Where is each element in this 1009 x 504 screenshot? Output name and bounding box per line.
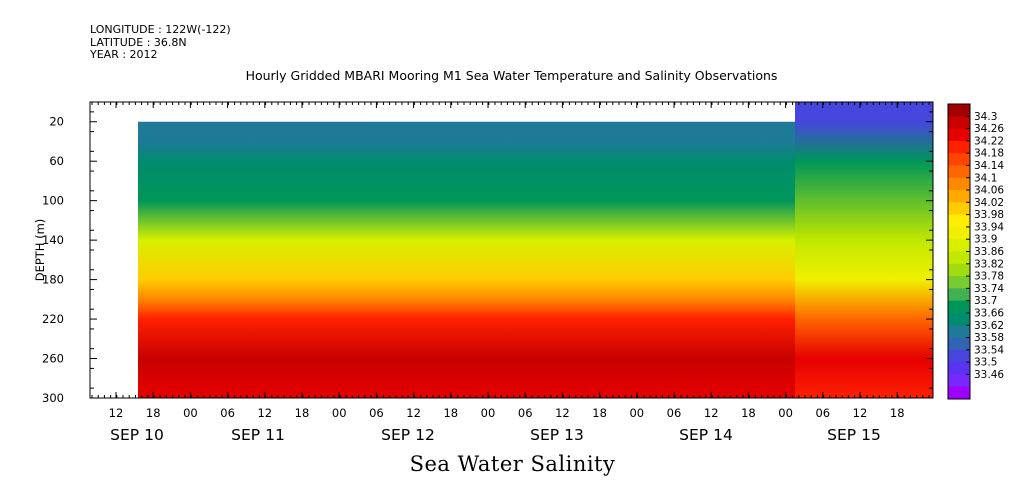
colorbar-swatch <box>948 362 970 375</box>
y-tick-label: 100 <box>42 194 64 208</box>
colorbar-swatch <box>948 386 970 400</box>
colorbar-level-label: 33.62 <box>974 320 1004 332</box>
colorbar-swatch <box>948 239 970 252</box>
colorbar-swatch <box>948 140 970 154</box>
colorbar-swatch <box>948 337 970 351</box>
colorbar-level-label: 34.22 <box>974 135 1004 147</box>
y-tick-label: 20 <box>49 115 64 129</box>
x-hour-tick-label: 18 <box>592 406 607 420</box>
colorbar-level-label: 33.54 <box>974 344 1004 356</box>
colorbar-level-label: 33.58 <box>974 332 1004 344</box>
colorbar-level-label: 33.98 <box>974 209 1004 221</box>
colorbar-level-label: 33.94 <box>974 221 1004 233</box>
colorbar-level-label: 33.74 <box>974 283 1004 295</box>
x-day-label: SEP 13 <box>530 426 584 444</box>
colorbar-swatch <box>948 325 970 339</box>
colorbar-level-label: 34.26 <box>974 123 1004 135</box>
y-tick-label: 140 <box>42 233 64 247</box>
colorbar-level-label: 33.46 <box>974 369 1004 381</box>
colorbar-level-label: 34.14 <box>974 160 1004 172</box>
y-axis-title: DEPTH (m) <box>33 219 47 282</box>
colorbar-level-label: 34.3 <box>974 111 997 123</box>
colorbar-swatch <box>948 300 970 314</box>
x-hour-tick-label: 12 <box>109 406 124 420</box>
x-hour-tick-label: 18 <box>741 406 756 420</box>
colorbar-swatch <box>948 214 970 228</box>
x-day-label: SEP 14 <box>679 426 733 444</box>
x-hour-tick-label: 12 <box>555 406 570 420</box>
colorbar-swatch <box>948 153 970 166</box>
y-tick-label: 260 <box>42 352 64 366</box>
x-hour-tick-label: 00 <box>629 406 644 420</box>
colorbar-swatch <box>948 177 970 191</box>
colorbar-level-label: 34.02 <box>974 197 1004 209</box>
longitude-label: LONGITUDE : 122W(-122) <box>90 23 231 36</box>
x-axis-title: Sea Water Salinity <box>409 452 616 476</box>
y-tick-label: 60 <box>49 154 64 168</box>
salinity-field-sep15 <box>795 102 933 398</box>
x-hour-tick-label: 18 <box>295 406 310 420</box>
x-hour-tick-label: 00 <box>183 406 198 420</box>
colorbar-level-label: 33.82 <box>974 258 1004 270</box>
x-hour-tick-label: 06 <box>220 406 235 420</box>
year-label: YEAR : 2012 <box>90 48 158 61</box>
x-hour-tick-label: 06 <box>667 406 682 420</box>
colorbar-level-label: 33.86 <box>974 246 1004 258</box>
colorbar-level-label: 34.18 <box>974 148 1004 160</box>
colorbar-level-label: 33.66 <box>974 307 1004 319</box>
latitude-label: LATITUDE : 36.8N <box>90 35 187 49</box>
colorbar-swatch <box>948 226 970 240</box>
x-hour-tick-label: 12 <box>406 406 421 420</box>
colorbar-swatch <box>948 312 970 326</box>
x-day-label: SEP 11 <box>231 426 285 444</box>
colorbar-swatch <box>948 116 970 130</box>
x-hour-tick-label: 18 <box>890 406 905 420</box>
colorbar-level-label: 33.78 <box>974 271 1004 283</box>
x-day-label: SEP 12 <box>381 426 435 444</box>
x-hour-tick-label: 00 <box>481 406 496 420</box>
colorbar-swatch <box>948 349 970 363</box>
chart-title: Hourly Gridded MBARI Mooring M1 Sea Wate… <box>245 68 778 83</box>
colorbar-swatch <box>948 263 970 277</box>
colorbar-swatch <box>948 104 970 117</box>
x-hour-tick-label: 18 <box>443 406 458 420</box>
colorbar-level-label: 33.9 <box>974 234 997 246</box>
colorbar-swatch <box>948 251 970 265</box>
x-hour-tick-label: 12 <box>853 406 868 420</box>
x-hour-tick-label: 18 <box>146 406 161 420</box>
x-hour-tick-label: 00 <box>778 406 793 420</box>
colorbar-level-label: 34.1 <box>974 172 997 184</box>
colorbar-swatch <box>948 190 970 203</box>
location-metadata: LONGITUDE : 122W(-122) LATITUDE : 36.8N … <box>90 23 231 62</box>
x-hour-tick-label: 00 <box>332 406 347 420</box>
colorbar-swatch <box>948 128 970 142</box>
colorbar-level-label: 33.7 <box>974 295 997 307</box>
y-tick-label: 300 <box>42 391 64 405</box>
y-tick-label: 220 <box>42 312 64 326</box>
x-hour-tick-label: 12 <box>257 406 272 420</box>
colorbar-swatch <box>948 165 970 179</box>
x-hour-tick-label: 06 <box>518 406 533 420</box>
colorbar-swatch <box>948 374 970 388</box>
colorbar-swatch <box>948 276 970 289</box>
y-tick-label: 180 <box>42 273 64 287</box>
salinity-field-steady <box>138 121 795 398</box>
x-day-label: SEP 10 <box>110 426 164 444</box>
colorbar-level-label: 34.06 <box>974 185 1004 197</box>
colorbar-swatch <box>948 202 970 216</box>
x-day-label: SEP 15 <box>827 426 881 444</box>
x-hour-tick-label: 12 <box>704 406 719 420</box>
x-hour-tick-label: 06 <box>815 406 830 420</box>
colorbar-swatch <box>948 288 970 302</box>
x-hour-tick-label: 06 <box>369 406 384 420</box>
colorbar-level-label: 33.5 <box>974 357 997 369</box>
